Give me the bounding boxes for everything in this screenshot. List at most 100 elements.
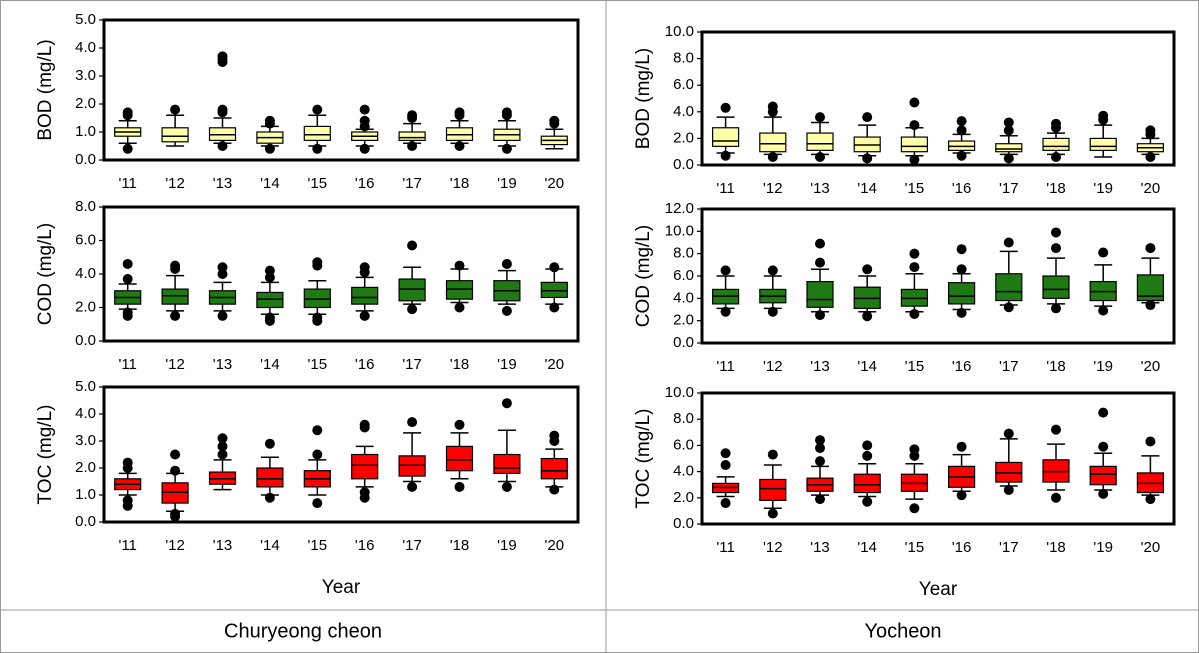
outlier xyxy=(1051,303,1061,314)
outlier xyxy=(1145,300,1156,311)
outlier xyxy=(1098,441,1109,452)
x-tick-label: '13 xyxy=(213,537,233,554)
x-tick-label: '15 xyxy=(308,356,328,373)
x-tick-label: '19 xyxy=(497,356,517,373)
outlier xyxy=(170,104,181,115)
plot-frame xyxy=(700,207,1176,345)
box xyxy=(759,132,787,153)
x-tick-label: '16 xyxy=(952,180,972,197)
outlier xyxy=(1098,247,1109,258)
y-tick-label: 4.0 xyxy=(673,103,694,120)
box xyxy=(806,132,834,151)
x-tick-label: '20 xyxy=(545,175,565,192)
x-tick-label: '20 xyxy=(1141,358,1161,375)
y-axis-title: TOC (mg/L) xyxy=(35,405,56,505)
outlier xyxy=(956,244,967,255)
y-tick-label: 0.0 xyxy=(75,513,96,530)
x-tick-label: '15 xyxy=(905,180,925,197)
outlier xyxy=(1051,152,1061,163)
outlier xyxy=(767,101,778,112)
y-tick-label: 4.0 xyxy=(75,265,96,282)
outlier xyxy=(217,51,228,62)
x-tick-label: '11 xyxy=(716,180,734,197)
plot-frame xyxy=(700,30,1176,167)
x-tick-label: '17 xyxy=(402,537,422,554)
x-tick-label: '15 xyxy=(905,539,925,556)
outlier xyxy=(312,449,323,460)
x-tick-label: '19 xyxy=(1093,180,1113,197)
outlier xyxy=(549,262,560,273)
outlier xyxy=(549,484,560,495)
y-tick-label: 0.0 xyxy=(75,332,96,349)
outlier xyxy=(264,265,275,276)
box xyxy=(161,127,189,143)
outlier xyxy=(720,498,731,509)
y-tick-label: 1.0 xyxy=(75,486,96,503)
y-tick-label: 6.0 xyxy=(673,436,694,453)
outlier xyxy=(1051,243,1061,254)
y-tick-label: 10.0 xyxy=(665,384,694,401)
x-tick-label: '11 xyxy=(716,539,734,556)
outlier xyxy=(217,433,228,444)
y-tick-label: 3.0 xyxy=(75,67,96,84)
x-tick-label: '19 xyxy=(1093,539,1113,556)
box xyxy=(995,143,1023,153)
x-tick-label: '18 xyxy=(450,175,470,192)
plot-frame xyxy=(700,391,1176,526)
y-tick-label: 6.0 xyxy=(673,267,694,284)
outlier xyxy=(862,496,873,507)
x-axis-title: Year xyxy=(322,577,361,598)
outlier xyxy=(862,440,873,451)
box xyxy=(995,273,1023,302)
outlier xyxy=(122,495,133,506)
outlier xyxy=(956,441,967,452)
outlier xyxy=(1003,302,1014,313)
outlier xyxy=(359,419,370,430)
outlier xyxy=(1051,424,1061,435)
outlier xyxy=(501,143,512,154)
outlier xyxy=(909,97,920,108)
x-tick-label: '14 xyxy=(260,356,280,373)
x-tick-label: '16 xyxy=(355,175,375,192)
outlier xyxy=(956,125,967,136)
x-tick-label: '18 xyxy=(450,356,470,373)
x-tick-label: '12 xyxy=(763,539,783,556)
outlier xyxy=(1098,305,1109,316)
caption: Yocheon xyxy=(864,620,941,642)
y-axis-title: COD (mg/L) xyxy=(35,223,56,325)
outlier xyxy=(909,308,920,319)
x-tick-label: '16 xyxy=(355,356,375,373)
box xyxy=(256,467,284,488)
outlier xyxy=(454,141,465,151)
y-tick-label: 8.0 xyxy=(673,410,694,427)
outlier xyxy=(454,302,465,313)
y-tick-label: 0.0 xyxy=(673,515,694,532)
x-tick-label: '20 xyxy=(545,356,565,373)
outlier xyxy=(122,143,133,154)
outlier xyxy=(815,152,825,163)
outlier xyxy=(170,465,181,476)
outlier xyxy=(407,141,418,151)
outlier xyxy=(1003,484,1014,495)
x-tick-label: '11 xyxy=(118,537,136,554)
outlier xyxy=(170,310,181,321)
x-tick-label: '14 xyxy=(857,180,877,197)
outlier xyxy=(815,238,825,249)
outlier xyxy=(720,265,731,276)
box xyxy=(1042,275,1070,299)
x-tick-label: '17 xyxy=(999,180,1019,197)
outlier xyxy=(767,508,778,519)
y-tick-label: 2.0 xyxy=(75,298,96,315)
outlier xyxy=(1003,125,1014,136)
y-tick-label: 6.0 xyxy=(673,76,694,93)
box xyxy=(806,280,834,308)
x-tick-label: '11 xyxy=(118,356,136,373)
outlier xyxy=(862,311,873,322)
x-tick-label: '17 xyxy=(999,539,1019,556)
outlier xyxy=(815,435,825,446)
box xyxy=(1042,137,1070,151)
outlier xyxy=(359,487,370,498)
outlier xyxy=(1003,117,1014,128)
outlier xyxy=(454,107,465,118)
box xyxy=(445,280,474,300)
